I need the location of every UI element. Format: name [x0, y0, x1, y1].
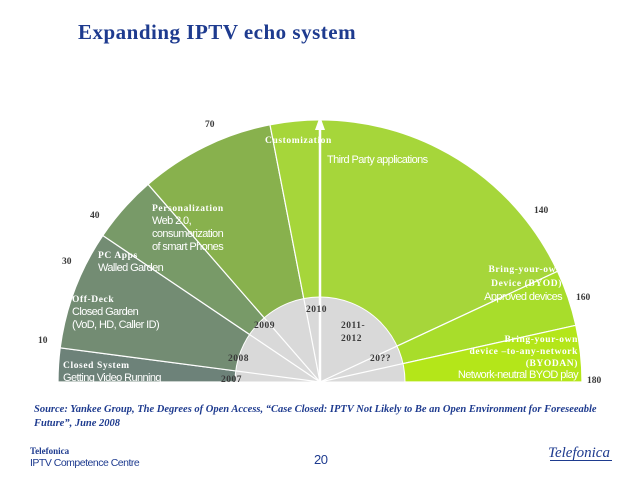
- segment-title-off-deck: Off-Deck: [72, 295, 114, 305]
- boundary-number: 40: [90, 211, 100, 221]
- timeline-arrow-head: [315, 116, 325, 130]
- source-note: Source: Yankee Group, The Degrees of Ope…: [34, 404, 597, 429]
- segment-title-customization: Customization: [265, 136, 332, 146]
- year-label: 2008: [228, 354, 249, 364]
- segment-title-byod: Bring-your-own: [489, 265, 563, 275]
- segment-line-byod: Device (BYOD): [491, 278, 562, 289]
- telefonica-logo: Telefonica: [548, 445, 612, 461]
- year-label: 20??: [370, 354, 391, 364]
- segment-line-closed-system: Getting Video Running: [63, 372, 161, 384]
- segment-title-closed-system: Closed System: [63, 361, 130, 371]
- segment-line-byodan: device –to-any-network: [470, 347, 579, 357]
- segment-title-byodan: Bring-your-own: [505, 335, 579, 345]
- hub-divider: [319, 345, 398, 383]
- segment-line-off-deck: Closed Garden: [72, 306, 139, 318]
- segment-line-personalization: consumerization: [152, 228, 224, 240]
- boundary-number: 140: [534, 206, 549, 216]
- segment-line-personalization: of smart Phones: [152, 241, 224, 253]
- boundary-number: 70: [205, 120, 215, 130]
- page-number: 20: [314, 452, 328, 467]
- hub-divider: [319, 363, 404, 383]
- boundary-number: 10: [38, 336, 48, 346]
- segment-title-pc-apps: PC Apps: [98, 251, 138, 261]
- year-label: 2012: [341, 334, 362, 344]
- hub-divider: [235, 370, 321, 383]
- segment-line-pc-apps: Walled Garden: [98, 262, 164, 274]
- footer-centre: IPTV Competence Centre: [30, 457, 140, 469]
- segment-line-customization: Third Party applications: [327, 154, 429, 166]
- segment-line-byodan: (BYODAN): [526, 358, 578, 369]
- segment-line-personalization: Web 2.0,: [152, 215, 192, 227]
- segment-line-off-deck: (VoD, HD, Caller ID): [72, 319, 159, 331]
- boundary-number: 180: [587, 376, 602, 386]
- year-label: 2010: [306, 305, 327, 315]
- hub-divider: [249, 334, 321, 383]
- year-label: 2009: [254, 321, 275, 331]
- segment-line-byod: Approved devices: [484, 291, 563, 303]
- slide-title: Expanding IPTV echo system: [78, 20, 357, 44]
- year-label: 2007: [221, 375, 242, 385]
- hub-divider: [263, 317, 321, 383]
- segment-title-personalization: Personalization: [152, 204, 224, 214]
- segment-line-byodan: Network-neutral BYOD play: [458, 369, 579, 381]
- hub-divider: [303, 298, 321, 383]
- footer-company: Telefonica: [30, 446, 70, 456]
- year-label: 2011-: [341, 321, 365, 331]
- boundary-number: 30: [62, 257, 72, 267]
- boundary-number: 160: [576, 293, 591, 303]
